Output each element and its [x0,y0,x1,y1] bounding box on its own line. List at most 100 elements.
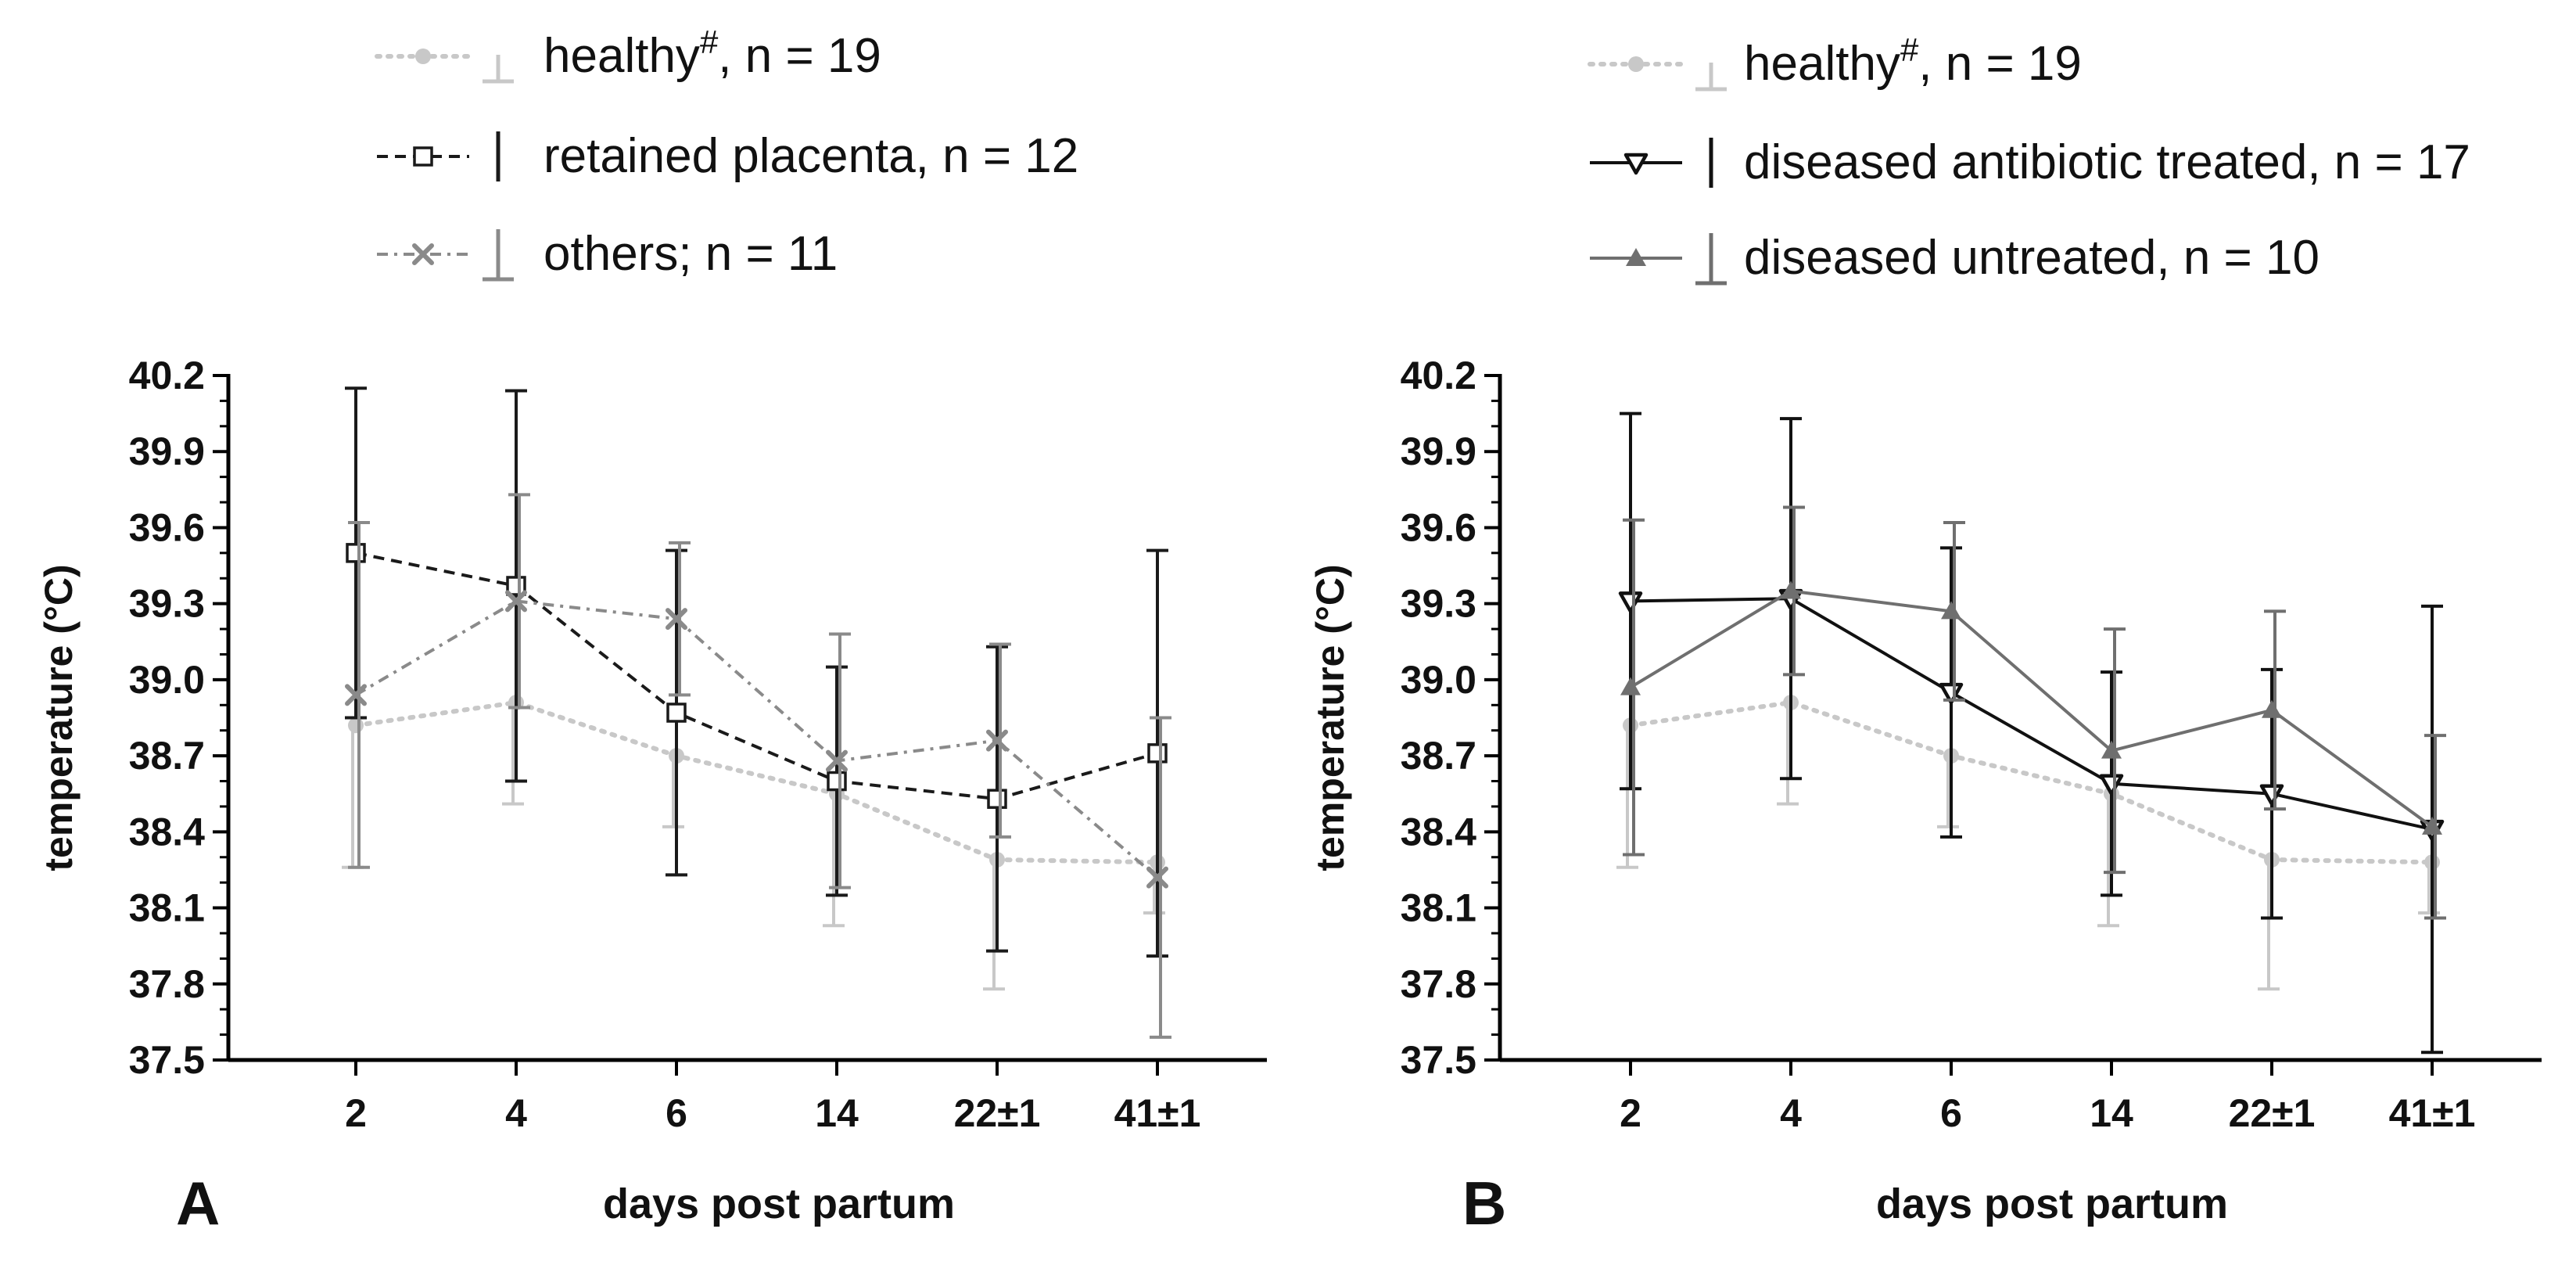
series-line [1629,589,2434,828]
y-axis-title: temperature (°C) [1308,564,1352,871]
y-axis-title: temperature (°C) [37,564,81,871]
series-line [354,599,1159,879]
legend-label: healthy#, n = 19 [544,23,881,83]
legend-label-text: healthy [544,29,700,83]
data-point [666,702,687,723]
y-tick-label: 39.0 [129,658,205,702]
data-point [1620,677,1641,695]
legend: healthy#, n = 19 retained placenta, n = 1… [375,23,1078,282]
data-point [987,789,1007,809]
series-line [353,699,1160,865]
data-point [345,684,367,706]
series-retained-placenta [345,386,1168,958]
legend-label-sup: # [700,23,719,60]
series-diseased-antibiotic-treated [1618,411,2445,1055]
series-diseased-untreated [1620,505,2446,920]
x-tick-label: 14 [2090,1091,2133,1135]
data-point [2422,816,2442,835]
legend-label: diseased antibiotic treated, n = 17 [1744,135,2470,189]
legend-item-healthy: healthy#, n = 19 [375,23,881,84]
series-others [345,493,1171,1039]
y-tick-label: 38.1 [1401,886,1476,930]
series-line [1630,597,2433,832]
legend-marker [1626,248,1646,266]
data-point [1941,601,1961,620]
chart-panel-a: 37.5 37.8 38.1 38.4 38.7 39.0 39.3 39.6 39.9 40.2… [37,23,1267,1238]
y-tick-label: 39.3 [129,582,205,626]
data-point [2259,784,2284,806]
data-point [348,717,364,734]
legend-marker [413,146,433,167]
x-axis-title: days post partum [1876,1180,2228,1227]
x-tick-label: 22±1 [2229,1091,2316,1135]
data-point [826,749,848,772]
legend-label-rest: , n = 19 [1918,37,2082,91]
series-healthy [342,695,1165,991]
y-tick-label: 38.4 [129,810,206,853]
panel-letter: A [176,1169,220,1238]
y-tick-label: 38.7 [1401,734,1476,778]
y-tick-label: 39.6 [1401,505,1476,549]
y-tick-label: 37.8 [129,962,205,1006]
data-point [666,608,687,631]
y-tick-label: 39.0 [1401,658,1476,702]
x-tick-label: 22±1 [954,1091,1041,1135]
data-point [1618,591,1643,613]
legend-label: retained placenta, n = 12 [544,129,1078,183]
legend-label-text: healthy [1744,37,1900,91]
legend-label-rest: , n = 19 [718,29,881,83]
x-axis-title: days post partum [603,1180,955,1227]
legend-item-diseased-untreated: diseased untreated, n = 10 [1590,231,2319,286]
legend-label-sup: # [1900,31,1919,68]
x-tick-label: 4 [1780,1091,1802,1135]
legend-item-healthy: healthy#, n = 19 [1588,31,2082,92]
legend-item-retained-placenta: retained placenta, n = 12 [377,129,1078,183]
y-tick-label: 38.7 [129,734,205,778]
x-tick-label: 14 [815,1091,859,1135]
y-tick-label: 40.2 [129,354,205,397]
y-tick-label: 38.4 [1401,810,1477,853]
data-point [2099,774,2124,796]
x-tick-label: 4 [505,1091,527,1135]
data-point [827,771,847,792]
data-point [986,729,1008,752]
y-tick-label: 39.9 [1401,429,1476,473]
data-point [2101,740,2122,759]
y-tick-label: 37.5 [1401,1038,1476,1082]
series-line [355,551,1158,801]
legend-item-others: others; n = 11 [377,227,838,282]
legend: healthy#, n = 19 diseased antibiotic trea… [1588,31,2470,286]
legend-marker [1628,56,1644,72]
series-healthy [1616,695,2440,991]
y-tick-label: 39.3 [1401,582,1476,626]
x-tick-label: 2 [345,1091,367,1135]
chart-panel-b: 37.5 37.8 38.1 38.4 38.7 39.0 39.3 39.6 39.9 40.2… [1308,31,2542,1238]
legend-item-diseased-antibiotic-treated: diseased antibiotic treated, n = 17 [1590,135,2470,189]
x-tick-label: 6 [666,1091,687,1135]
x-tick-label: 2 [1620,1091,1641,1135]
legend-marker [415,49,431,64]
x-tick-label: 41±1 [2389,1091,2476,1135]
y-tick-label: 40.2 [1401,354,1476,397]
data-point [1781,580,1801,599]
data-point [2262,699,2282,718]
data-point [505,590,527,613]
data-point [1939,682,1964,705]
y-tick-label: 37.8 [1401,962,1476,1006]
y-tick-label: 38.1 [129,886,205,930]
legend-label: diseased untreated, n = 10 [1744,231,2319,285]
y-tick-label: 39.6 [129,505,205,549]
y-tick-label: 37.5 [129,1038,205,1082]
legend-marker [1623,153,1649,175]
y-tick-label: 39.9 [129,429,205,473]
panel-letter: B [1462,1169,1506,1238]
data-point [1147,743,1168,764]
legend-label: others; n = 11 [544,227,838,281]
data-point [346,543,366,563]
data-point [1146,866,1168,889]
series-line [1628,699,2434,865]
legend-label: healthy#, n = 19 [1744,31,2082,91]
x-tick-label: 6 [1940,1091,1962,1135]
